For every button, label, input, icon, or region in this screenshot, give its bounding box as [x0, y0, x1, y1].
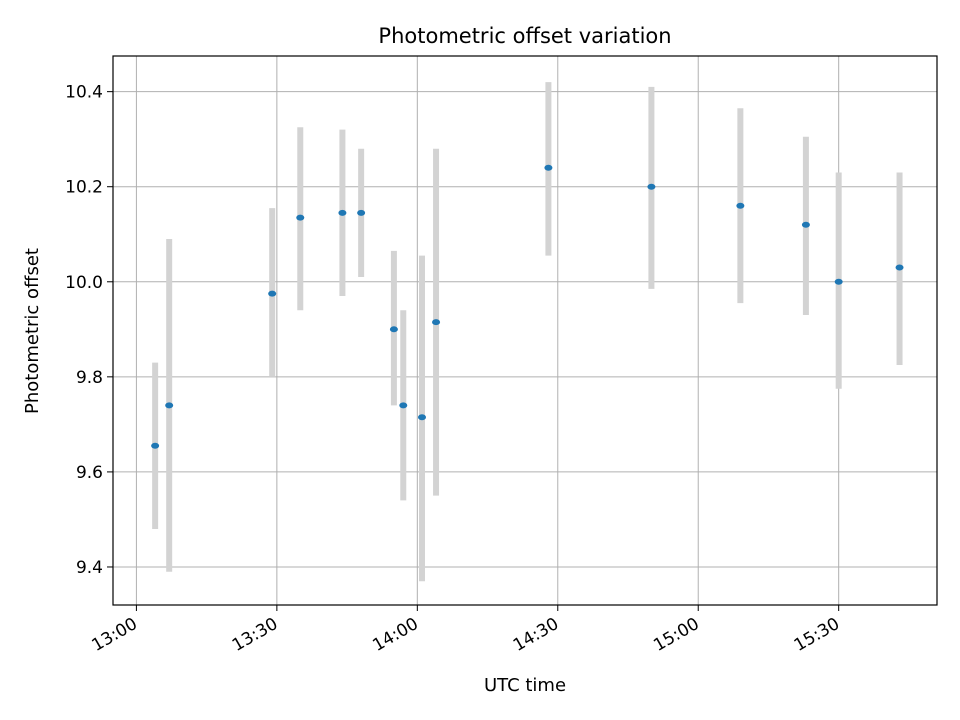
data-point [338, 209, 347, 216]
y-tick-label: 9.6 [76, 463, 103, 483]
y-axis-ticks: 9.4 9.6 9.8 10.0 10.2 10.4 [65, 83, 113, 578]
data-point [399, 402, 408, 409]
data-point [151, 442, 160, 449]
data-point [834, 278, 843, 285]
plot-frame [112, 55, 938, 606]
chart-title: Photometric offset variation [378, 24, 671, 48]
data-point [895, 264, 904, 271]
y-tick-label: 10.2 [65, 178, 103, 198]
data-point [357, 209, 366, 216]
y-tick-label: 10.4 [65, 83, 103, 103]
data-point [736, 202, 745, 209]
data-points [151, 164, 904, 449]
data-point [801, 221, 810, 228]
data-point [647, 183, 656, 190]
data-point [432, 319, 441, 326]
data-point [165, 402, 174, 409]
data-point [268, 290, 277, 297]
data-point [544, 164, 553, 171]
x-axis-label: UTC time [484, 675, 566, 696]
y-axis-label: Photometric offset [22, 248, 43, 414]
y-tick-label: 9.4 [76, 558, 103, 578]
y-tick-label: 9.8 [76, 368, 103, 388]
data-point [418, 414, 426, 421]
data-point [389, 326, 398, 333]
data-point [296, 214, 305, 221]
y-tick-label: 10.0 [65, 273, 103, 293]
